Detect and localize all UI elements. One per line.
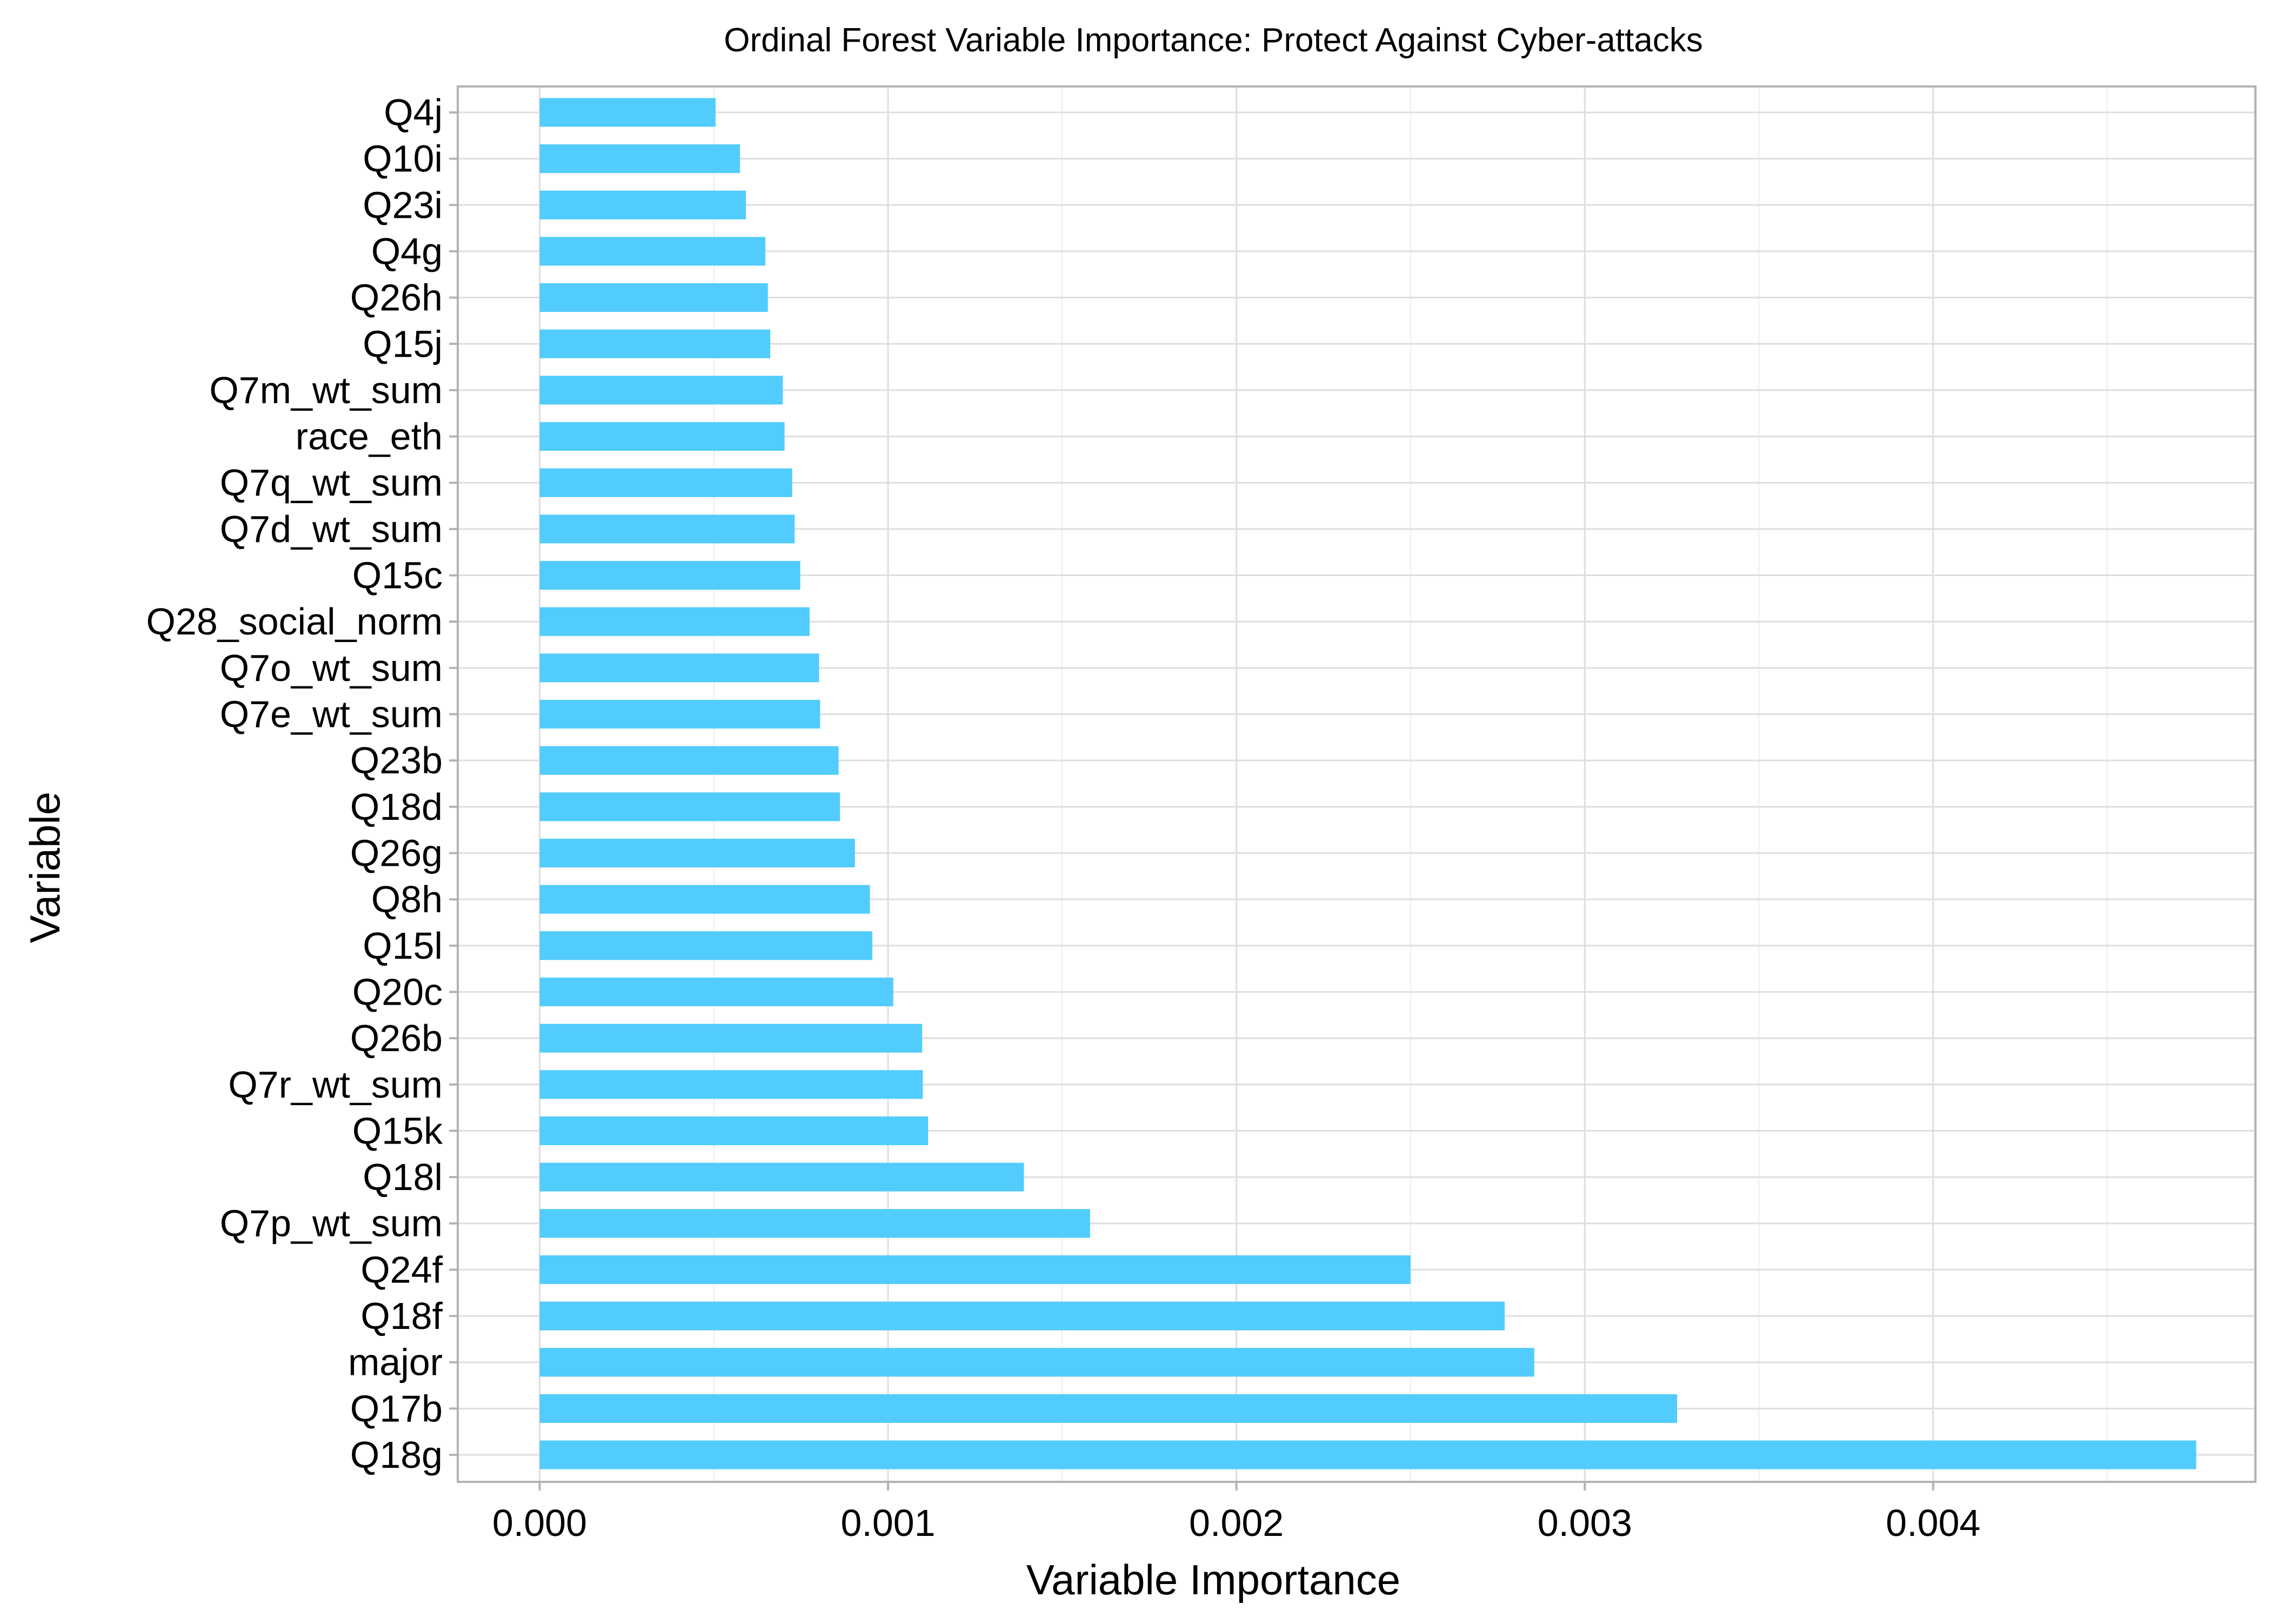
bar-q15j (539, 329, 771, 358)
y-tick-label: Q26g (350, 832, 443, 874)
y-axis-title: Variable (21, 792, 69, 943)
bar-q15k (539, 1116, 929, 1145)
y-tick-label: Q4j (384, 91, 443, 133)
bar-q7o-wt-sum (539, 653, 819, 683)
y-tick-label: Q8h (371, 878, 443, 920)
y-tick-label: Q20c (352, 971, 443, 1013)
bar-q7r-wt-sum (539, 1070, 923, 1099)
bar-q26h (539, 283, 768, 312)
bar-q15l (539, 931, 873, 960)
y-tick-label: Q7r_wt_sum (228, 1064, 443, 1106)
bar-q18f (539, 1301, 1505, 1331)
y-tick-label: Q18g (350, 1434, 443, 1476)
y-tick-label: Q23i (363, 184, 443, 226)
y-tick-label: Q26b (350, 1017, 443, 1059)
y-tick-label: Q15c (352, 554, 443, 597)
y-tick-label: Q23b (350, 739, 443, 781)
bar-major (539, 1348, 1534, 1377)
y-tick-label: Q7q_wt_sum (220, 462, 443, 504)
y-tick-label: Q7p_wt_sum (220, 1202, 443, 1245)
bar-q10i (539, 144, 740, 173)
bar-q18g (539, 1440, 2196, 1469)
x-tick-label: 0.000 (492, 1502, 587, 1544)
chart-title: Ordinal Forest Variable Importance: Prot… (724, 22, 1702, 59)
y-tick-label: Q18d (350, 786, 443, 828)
y-tick-label: Q15l (363, 925, 443, 967)
bar-q7e-wt-sum (539, 699, 820, 729)
bar-q8h (539, 885, 870, 914)
y-tick-label: Q18f (360, 1295, 443, 1337)
y-tick-label: Q7e_wt_sum (220, 693, 443, 736)
bar-q26b (539, 1024, 923, 1053)
x-tick-label: 0.001 (840, 1502, 935, 1544)
y-tick-label: Q7m_wt_sum (209, 369, 443, 411)
x-tick-label: 0.004 (1886, 1502, 1980, 1544)
bar-q15c (539, 560, 800, 590)
y-tick-label: Q15j (363, 323, 443, 365)
grid-lines (458, 86, 2255, 1482)
bar-q18l (539, 1162, 1024, 1192)
y-tick-label: Q28_social_norm (146, 600, 443, 643)
y-tick-label: Q24f (360, 1248, 443, 1291)
y-tick-label: Q7d_wt_sum (220, 508, 443, 550)
bar-q17b (539, 1394, 1678, 1423)
bar-q28-social-norm (539, 607, 810, 636)
bar-q4j (539, 98, 716, 127)
bar-q24f (539, 1255, 1411, 1284)
x-axis-title: Variable Importance (1026, 1556, 1400, 1603)
bar-race-eth (539, 422, 785, 451)
bar-q7q-wt-sum (539, 468, 792, 497)
y-tick-label: major (348, 1341, 443, 1384)
y-tick-label: race_eth (296, 416, 443, 458)
y-tick-label: Q7o_wt_sum (220, 647, 443, 689)
bar-q4g (539, 237, 766, 266)
bar-q23b (539, 746, 839, 775)
x-tick-label: 0.002 (1189, 1502, 1284, 1544)
bar-q23i (539, 190, 746, 219)
bar-q18d (539, 792, 840, 821)
bar-q7m-wt-sum (539, 376, 783, 405)
y-tick-label: Q26h (350, 277, 443, 319)
y-tick-label: Q10i (363, 138, 443, 180)
bar-q7p-wt-sum (539, 1209, 1090, 1238)
bar-q7d-wt-sum (539, 514, 795, 544)
x-axis: 0.000 0.001 0.002 0.003 0.004 (492, 1482, 1980, 1544)
y-tick-label: Q18l (363, 1156, 443, 1198)
y-tick-label: Q15k (352, 1110, 443, 1152)
x-tick-label: 0.003 (1538, 1502, 1632, 1544)
y-tick-label: Q17b (350, 1387, 443, 1429)
bar-q20c (539, 977, 893, 1007)
plot-panel-border (457, 85, 2256, 1483)
bar-q26g (539, 838, 855, 868)
bars (539, 98, 2196, 1469)
y-tick-label: Q4g (371, 230, 443, 272)
